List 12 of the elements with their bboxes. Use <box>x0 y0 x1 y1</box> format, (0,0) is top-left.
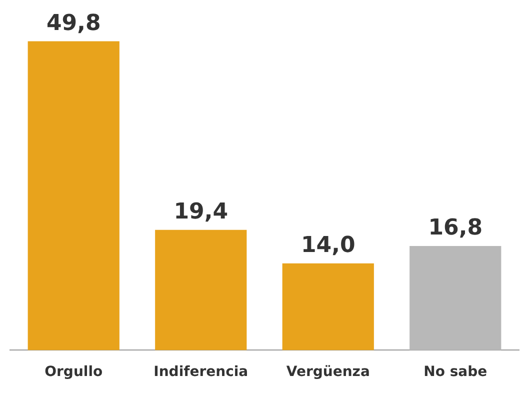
bar <box>28 41 120 350</box>
x-tick-label: Vergüenza <box>286 364 370 380</box>
bar <box>282 263 374 350</box>
x-tick-label: Indiferencia <box>154 364 248 380</box>
data-label: 16,8 <box>428 216 483 241</box>
data-label: 49,8 <box>46 10 101 36</box>
data-label: 19,4 <box>174 200 228 225</box>
bar <box>410 246 502 350</box>
x-tick-label: Orgullo <box>44 364 104 380</box>
data-label: 14,0 <box>300 233 356 258</box>
x-tick-label: No sabe <box>424 364 488 380</box>
bar <box>155 230 247 350</box>
